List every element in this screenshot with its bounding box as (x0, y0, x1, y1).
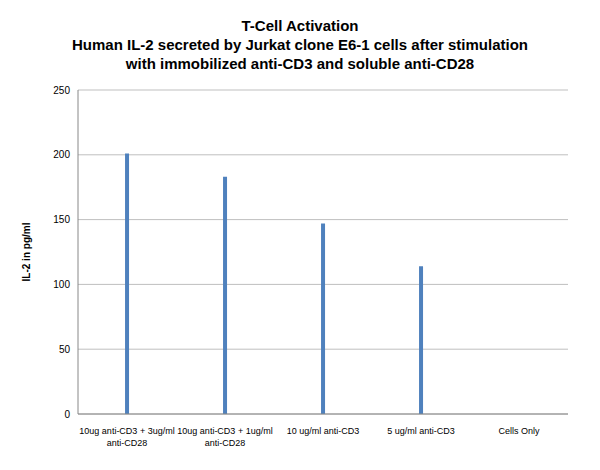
svg-text:anti-CD28: anti-CD28 (205, 438, 246, 448)
svg-text:5 ug/ml anti-CD3: 5 ug/ml anti-CD3 (387, 426, 455, 436)
svg-text:10 ug/ml anti-CD3: 10 ug/ml anti-CD3 (287, 426, 360, 436)
svg-text:10ug anti-CD3 + 3ug/ml: 10ug anti-CD3 + 3ug/ml (79, 426, 174, 436)
svg-text:IL-2 in pg/ml: IL-2 in pg/ml (21, 222, 32, 281)
svg-text:200: 200 (53, 149, 70, 160)
html-text:T-Cell Activation: T-Cell Activation (241, 17, 359, 34)
svg-text:Cells Only: Cells Only (498, 426, 540, 436)
svg-text:100: 100 (53, 279, 70, 290)
svg-text:50: 50 (59, 344, 71, 355)
svg-text:250: 250 (53, 85, 70, 96)
svg-text:anti-CD28: anti-CD28 (107, 438, 148, 448)
html-text:Human IL-2 secreted by Jurkat: Human IL-2 secreted by Jurkat clone E6-1… (72, 36, 528, 53)
svg-text:150: 150 (53, 214, 70, 225)
svg-text:10ug anti-CD3 + 1ug/ml: 10ug anti-CD3 + 1ug/ml (177, 426, 272, 436)
svg-text:0: 0 (64, 409, 70, 420)
html-text:with immobilized anti-CD3 and: with immobilized anti-CD3 and soluble an… (125, 55, 475, 72)
